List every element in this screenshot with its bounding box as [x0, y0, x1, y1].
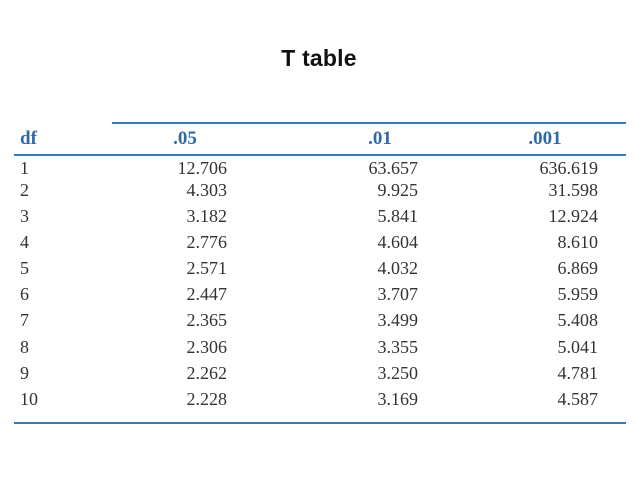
- table-top-rule: [112, 122, 626, 124]
- table-body: 1 12.706 63.657 636.619 2 4.303 9.925 31…: [0, 158, 638, 412]
- header-df: df: [20, 128, 37, 149]
- cell-alpha-01: 4.032: [377, 258, 419, 279]
- cell-df: 9: [20, 362, 29, 383]
- cell-alpha-001: 8.610: [557, 232, 599, 253]
- table-bottom-rule: [14, 422, 626, 424]
- header-alpha-01: .01: [368, 128, 392, 149]
- cell-alpha-01: 9.925: [377, 180, 419, 200]
- table-row: 1 12.706 63.657 636.619: [0, 158, 638, 178]
- table-row: 3 3.182 5.841 12.924: [0, 203, 638, 229]
- table-header-rule: [14, 154, 626, 156]
- cell-alpha-01: 63.657: [368, 158, 419, 178]
- cell-alpha-05: 12.706: [177, 158, 228, 178]
- cell-alpha-05: 3.182: [186, 206, 228, 227]
- cell-df: 7: [20, 310, 29, 331]
- table-row: 2 4.303 9.925 31.598: [0, 177, 638, 203]
- cell-alpha-05: 4.303: [186, 180, 228, 200]
- cell-df: 5: [20, 258, 29, 279]
- table-row: 4 2.776 4.604 8.610: [0, 229, 638, 255]
- page-title: T table: [281, 45, 357, 71]
- cell-alpha-05: 2.262: [186, 362, 228, 383]
- cell-df: 1: [20, 158, 29, 178]
- cell-alpha-01: 3.169: [377, 388, 419, 409]
- table-row: 5 2.571 4.032 6.869: [0, 255, 638, 281]
- table-row: 8 2.306 3.355 5.041: [0, 334, 638, 360]
- cell-alpha-01: 3.355: [377, 336, 419, 357]
- table-row: 6 2.447 3.707 5.959: [0, 281, 638, 307]
- cell-df: 4: [20, 232, 29, 253]
- header-alpha-001: .001: [528, 128, 562, 149]
- cell-alpha-01: 3.499: [377, 310, 419, 331]
- cell-df: 3: [20, 206, 29, 227]
- cell-alpha-05: 2.776: [186, 232, 228, 253]
- cell-alpha-001: 6.869: [557, 258, 599, 279]
- cell-df: 6: [20, 284, 29, 305]
- cell-alpha-05: 2.228: [186, 388, 228, 409]
- cell-alpha-001: 12.924: [548, 206, 599, 227]
- cell-df: 10: [20, 388, 38, 409]
- cell-alpha-001: 31.598: [548, 180, 599, 200]
- table-row: 10 2.228 3.169 4.587: [0, 386, 638, 412]
- cell-alpha-001: 4.587: [557, 388, 599, 409]
- cell-alpha-01: 4.604: [377, 232, 419, 253]
- cell-alpha-05: 2.365: [186, 310, 228, 331]
- cell-alpha-001: 5.408: [557, 310, 599, 331]
- cell-alpha-01: 3.707: [377, 284, 419, 305]
- cell-alpha-001: 5.041: [557, 336, 599, 357]
- cell-alpha-05: 2.571: [186, 258, 228, 279]
- table-row: 7 2.365 3.499 5.408: [0, 307, 638, 333]
- cell-alpha-01: 5.841: [377, 206, 419, 227]
- cell-alpha-05: 2.306: [186, 336, 228, 357]
- cell-alpha-001: 5.959: [557, 284, 599, 305]
- cell-df: 2: [20, 180, 29, 200]
- header-alpha-05: .05: [173, 128, 197, 149]
- cell-alpha-01: 3.250: [377, 362, 419, 383]
- table-row: 9 2.262 3.250 4.781: [0, 360, 638, 386]
- cell-df: 8: [20, 336, 29, 357]
- cell-alpha-05: 2.447: [186, 284, 228, 305]
- cell-alpha-001: 636.619: [539, 158, 599, 178]
- cell-alpha-001: 4.781: [557, 362, 599, 383]
